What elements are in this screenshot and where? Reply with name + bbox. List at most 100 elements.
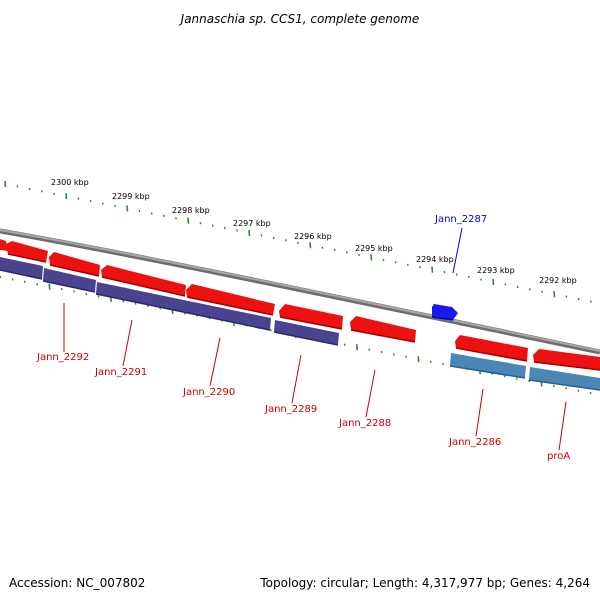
- major-tick: [370, 254, 373, 261]
- minor-tick: [515, 377, 518, 380]
- gene-label[interactable]: Jann_2286: [448, 437, 501, 448]
- minor-tick: [134, 302, 137, 305]
- gene-forward-3[interactable]: [49, 252, 100, 276]
- gene-reverse-jann-2291[interactable]: [96, 282, 271, 330]
- map-title: Jannaschia sp. CCS1, complete genome: [179, 12, 420, 26]
- minor-tick: [405, 355, 408, 358]
- kbp-label: 2293 kbp: [477, 266, 515, 275]
- kbp-scale-labels: 2300 kbp 2299 kbp 2298 kbp 2297 kbp 2296 kbp…: [51, 178, 577, 285]
- minor-tick: [85, 292, 88, 296]
- gene-reverse-jann-2289[interactable]: [274, 320, 339, 345]
- minor-tick: [16, 185, 19, 188]
- forward-strand-genes: [0, 239, 600, 371]
- minor-tick: [269, 329, 272, 332]
- gene-label[interactable]: Jann_2290: [182, 387, 235, 398]
- minor-tick: [260, 234, 263, 237]
- major-tick: [48, 283, 51, 290]
- minor-tick: [321, 246, 324, 249]
- minor-tick: [97, 295, 100, 298]
- major-tick: [431, 266, 434, 273]
- major-tick: [126, 205, 129, 212]
- major-tick: [417, 356, 420, 363]
- minor-tick: [455, 273, 458, 276]
- minor-tick: [138, 209, 141, 213]
- minor-tick: [394, 261, 397, 264]
- gene-forward-2[interactable]: [6, 241, 48, 262]
- minor-tick: [504, 283, 507, 286]
- major-tick: [355, 344, 358, 351]
- minor-tick: [199, 222, 202, 225]
- minor-tick: [211, 224, 214, 227]
- gene-label[interactable]: Jann_2289: [264, 404, 317, 415]
- minor-tick: [28, 187, 31, 191]
- minor-tick: [150, 212, 153, 215]
- major-tick: [187, 217, 190, 224]
- minor-tick: [333, 248, 336, 252]
- gene-label[interactable]: proA: [547, 451, 570, 462]
- minor-tick: [358, 253, 360, 257]
- minor-tick: [297, 241, 299, 244]
- gene-forward-1[interactable]: [0, 239, 8, 251]
- kbp-label: 2300 kbp: [51, 178, 89, 187]
- gene-reverse-jann-2286[interactable]: [450, 353, 526, 378]
- minor-tick: [114, 204, 116, 208]
- minor-tick: [101, 202, 104, 205]
- gene-forward-4[interactable]: [101, 265, 186, 296]
- minor-tick: [419, 266, 421, 269]
- minor-tick: [368, 348, 371, 351]
- minor-tick: [11, 278, 14, 281]
- minor-tick: [589, 300, 592, 303]
- minor-tick: [272, 236, 275, 240]
- minor-tick: [89, 199, 92, 203]
- gene-forward-9[interactable]: [533, 349, 600, 370]
- minor-tick: [23, 280, 26, 283]
- gene-label[interactable]: Jann_2292: [36, 352, 89, 363]
- major-tick: [65, 193, 68, 200]
- gene-forward-jann-2290[interactable]: [186, 284, 275, 315]
- gene-reverse-1[interactable]: [0, 257, 43, 279]
- kbp-label: 2295 kbp: [355, 244, 393, 253]
- minor-tick: [406, 263, 409, 266]
- major-tick: [492, 278, 495, 285]
- gene-reverse-proa[interactable]: [529, 367, 600, 390]
- gene-label-leaders: [63, 227, 567, 451]
- minor-tick: [516, 285, 519, 288]
- minor-tick: [429, 360, 432, 363]
- gene-forward-6[interactable]: [279, 304, 343, 329]
- minor-tick: [236, 229, 238, 232]
- kbp-label: 2297 kbp: [233, 219, 271, 228]
- minor-tick: [589, 391, 592, 395]
- kbp-label: 2299 kbp: [112, 192, 150, 201]
- major-tick: [248, 229, 251, 237]
- minor-tick: [60, 287, 63, 291]
- gene-label[interactable]: Jann_2288: [338, 418, 391, 429]
- kbp-label: 2296 kbp: [294, 232, 332, 241]
- minor-tick: [175, 217, 177, 220]
- minor-tick: [442, 362, 444, 366]
- minor-tick: [40, 190, 43, 193]
- outer-tick-ruler: [4, 180, 592, 303]
- major-tick: [4, 180, 7, 188]
- major-tick: [309, 242, 312, 249]
- accession-text: Accession: NC_007802: [9, 576, 145, 590]
- minor-tick: [443, 270, 446, 274]
- gene-label[interactable]: Jann_2291: [94, 367, 147, 378]
- gene-forward-jann-2288[interactable]: [350, 316, 416, 342]
- minor-tick: [528, 288, 531, 291]
- minor-tick: [53, 192, 55, 195]
- kbp-label: 2292 kbp: [539, 276, 577, 285]
- minor-tick: [577, 297, 580, 301]
- gene-label[interactable]: Jann_2287: [434, 214, 487, 225]
- gene-forward-8[interactable]: [455, 335, 528, 361]
- gene-reverse-jann-2292[interactable]: [43, 268, 96, 292]
- gene-labels: Jann_2292 Jann_2291 Jann_2290 Jann_2289 …: [36, 214, 570, 462]
- reverse-strand-genes: [0, 257, 600, 391]
- minor-tick: [345, 251, 348, 254]
- topology-text: Topology: circular; Length: 4,317,977 bp…: [259, 576, 590, 590]
- gene-forward-jann-2287[interactable]: [432, 304, 458, 320]
- minor-tick: [552, 384, 555, 388]
- minor-tick: [382, 258, 385, 262]
- minor-tick: [480, 278, 482, 281]
- minor-tick: [284, 239, 287, 242]
